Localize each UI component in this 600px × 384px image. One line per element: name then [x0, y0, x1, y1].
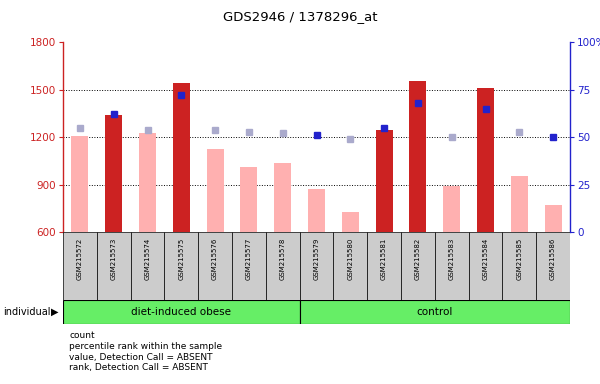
Text: individual: individual — [3, 307, 50, 317]
Text: ▶: ▶ — [52, 307, 59, 317]
Bar — [502, 232, 536, 300]
Text: GSM215581: GSM215581 — [381, 238, 387, 280]
Bar — [334, 232, 367, 300]
Bar — [173, 83, 190, 232]
Text: GSM215580: GSM215580 — [347, 238, 353, 280]
Bar — [443, 185, 460, 232]
Text: rank, Detection Call = ABSENT: rank, Detection Call = ABSENT — [69, 363, 208, 372]
Bar — [308, 189, 325, 232]
Text: GSM215574: GSM215574 — [145, 238, 151, 280]
Text: value, Detection Call = ABSENT: value, Detection Call = ABSENT — [69, 353, 212, 362]
Text: GSM215582: GSM215582 — [415, 238, 421, 280]
Bar — [131, 232, 164, 300]
Bar — [63, 232, 97, 300]
Text: percentile rank within the sample: percentile rank within the sample — [69, 342, 222, 351]
Bar — [63, 300, 299, 324]
Text: GDS2946 / 1378296_at: GDS2946 / 1378296_at — [223, 10, 377, 23]
Bar — [97, 232, 131, 300]
Bar — [536, 232, 570, 300]
Bar — [469, 232, 502, 300]
Bar — [511, 176, 528, 232]
Text: GSM215573: GSM215573 — [111, 238, 116, 280]
Bar — [139, 133, 156, 232]
Text: GSM215576: GSM215576 — [212, 238, 218, 280]
Bar — [206, 149, 224, 232]
Bar — [164, 232, 198, 300]
Text: GSM215585: GSM215585 — [516, 238, 522, 280]
Bar — [545, 205, 562, 232]
Bar — [274, 163, 291, 232]
Bar — [367, 232, 401, 300]
Text: GSM215575: GSM215575 — [178, 238, 184, 280]
Bar — [299, 300, 570, 324]
Bar — [105, 115, 122, 232]
Bar — [241, 167, 257, 232]
Bar — [376, 130, 392, 232]
Bar — [232, 232, 266, 300]
Bar — [435, 232, 469, 300]
Bar — [401, 232, 435, 300]
Bar — [71, 136, 88, 232]
Text: GSM215572: GSM215572 — [77, 238, 83, 280]
Bar — [266, 232, 299, 300]
Text: count: count — [69, 331, 95, 340]
Text: diet-induced obese: diet-induced obese — [131, 307, 232, 317]
Text: GSM215586: GSM215586 — [550, 238, 556, 280]
Bar — [299, 232, 334, 300]
Bar — [477, 88, 494, 232]
Text: GSM215583: GSM215583 — [449, 238, 455, 280]
Text: GSM215584: GSM215584 — [482, 238, 488, 280]
Text: control: control — [416, 307, 453, 317]
Text: GSM215577: GSM215577 — [246, 238, 252, 280]
Text: GSM215579: GSM215579 — [314, 238, 320, 280]
Bar — [409, 81, 427, 232]
Bar — [342, 212, 359, 232]
Bar — [198, 232, 232, 300]
Text: GSM215578: GSM215578 — [280, 238, 286, 280]
